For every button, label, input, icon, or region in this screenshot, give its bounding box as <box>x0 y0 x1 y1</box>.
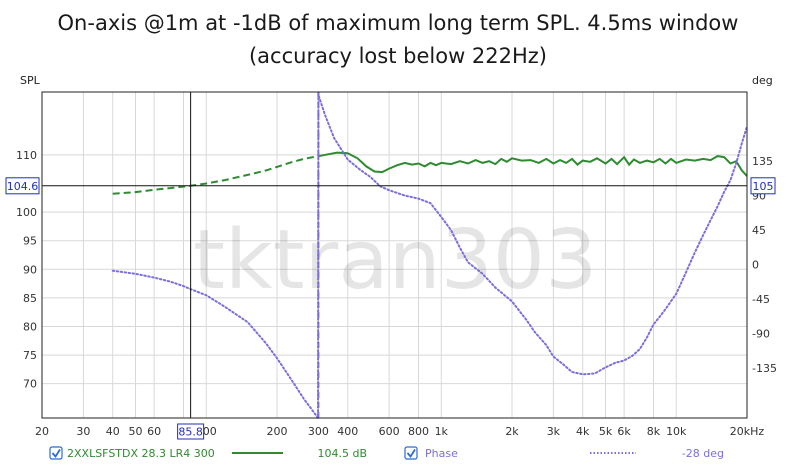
left-tick-label: 75 <box>23 349 37 362</box>
cursor-y-right-box <box>750 177 776 195</box>
cursor-y-left-label: 104.6 <box>7 180 39 193</box>
spl-legend-value: 104.5 dB <box>317 447 367 460</box>
right-tick-label: 45 <box>752 224 766 237</box>
x-tick-label: 1k <box>435 425 449 438</box>
x-tick-label: 2k <box>505 425 519 438</box>
x-tick-label: 5k <box>599 425 613 438</box>
spl-curve <box>318 151 748 177</box>
phase-curve <box>111 91 748 422</box>
left-tick-label: 85 <box>23 292 37 305</box>
series-layer <box>111 91 748 422</box>
legend: 2XXLSFSTDX 28.3 LR4 300 104.5 dB Phase -… <box>49 446 724 460</box>
x-tick-label: 600 <box>379 425 400 438</box>
cursor-y-left-box <box>5 177 40 195</box>
left-tick-label: 70 <box>23 378 37 391</box>
x-tick-label: 4k <box>576 425 590 438</box>
cursor-x-label: 85.8 <box>178 426 203 439</box>
x-tick-label: 60 <box>147 425 161 438</box>
chart-title-line2: (accuracy lost below 222Hz) <box>249 44 547 68</box>
x-tick-label: 8k <box>647 425 661 438</box>
left-axis-label: SPL <box>20 74 41 87</box>
x-tick-label: 300 <box>308 425 329 438</box>
spl-legend-checkbox[interactable] <box>49 446 63 460</box>
phase-legend-label: Phase <box>425 447 458 460</box>
left-tick-label: 95 <box>23 235 37 248</box>
x-tick-label: 20 <box>35 425 49 438</box>
check-icon <box>51 449 61 459</box>
grid: 20 30 40 50 60 80 100 200 300 400 600 800 1k 2k 3k 4k 5k… <box>16 92 777 438</box>
left-tick-label: 80 <box>23 320 37 333</box>
cursor-crosshair[interactable]: 104.6 105 85.8 <box>5 92 776 440</box>
x-tick-label: 20kHz <box>730 425 765 438</box>
right-tick-label: 135 <box>752 155 773 168</box>
cursor-y-right-label: 105 <box>753 180 774 193</box>
phase-legend-checkbox[interactable] <box>404 446 418 460</box>
x-tick-label: 3k <box>547 425 561 438</box>
x-tick-label: 50 <box>129 425 143 438</box>
x-tick-label: 40 <box>106 425 120 438</box>
right-axis-label: deg <box>752 74 773 87</box>
x-tick-label: 10k <box>666 425 687 438</box>
watermark: tktran303 <box>193 213 597 308</box>
right-tick-label: -45 <box>752 293 770 306</box>
chart-title-line1: On-axis @1m at -1dB of maximum long term… <box>58 11 739 35</box>
x-tick-label: 200 <box>267 425 288 438</box>
x-tick-label: 30 <box>76 425 90 438</box>
spl-curve-low-dashed <box>112 155 319 195</box>
phase-legend-value: -28 deg <box>682 447 724 460</box>
x-tick-label: 6k <box>617 425 631 438</box>
x-tick-label: 400 <box>337 425 358 438</box>
x-tick-label: 800 <box>408 425 429 438</box>
left-tick-label: 90 <box>23 263 37 276</box>
plot-frame <box>41 91 748 419</box>
right-tick-label: -90 <box>752 328 770 341</box>
right-tick-label: 0 <box>752 259 759 272</box>
cursor-x-box <box>177 423 205 440</box>
left-tick-label: 110 <box>16 149 37 162</box>
spl-legend-label: 2XXLSFSTDX 28.3 LR4 300 <box>67 447 215 460</box>
left-tick-label: 100 <box>16 206 37 219</box>
right-tick-label: -135 <box>752 362 777 375</box>
check-icon <box>406 449 416 459</box>
